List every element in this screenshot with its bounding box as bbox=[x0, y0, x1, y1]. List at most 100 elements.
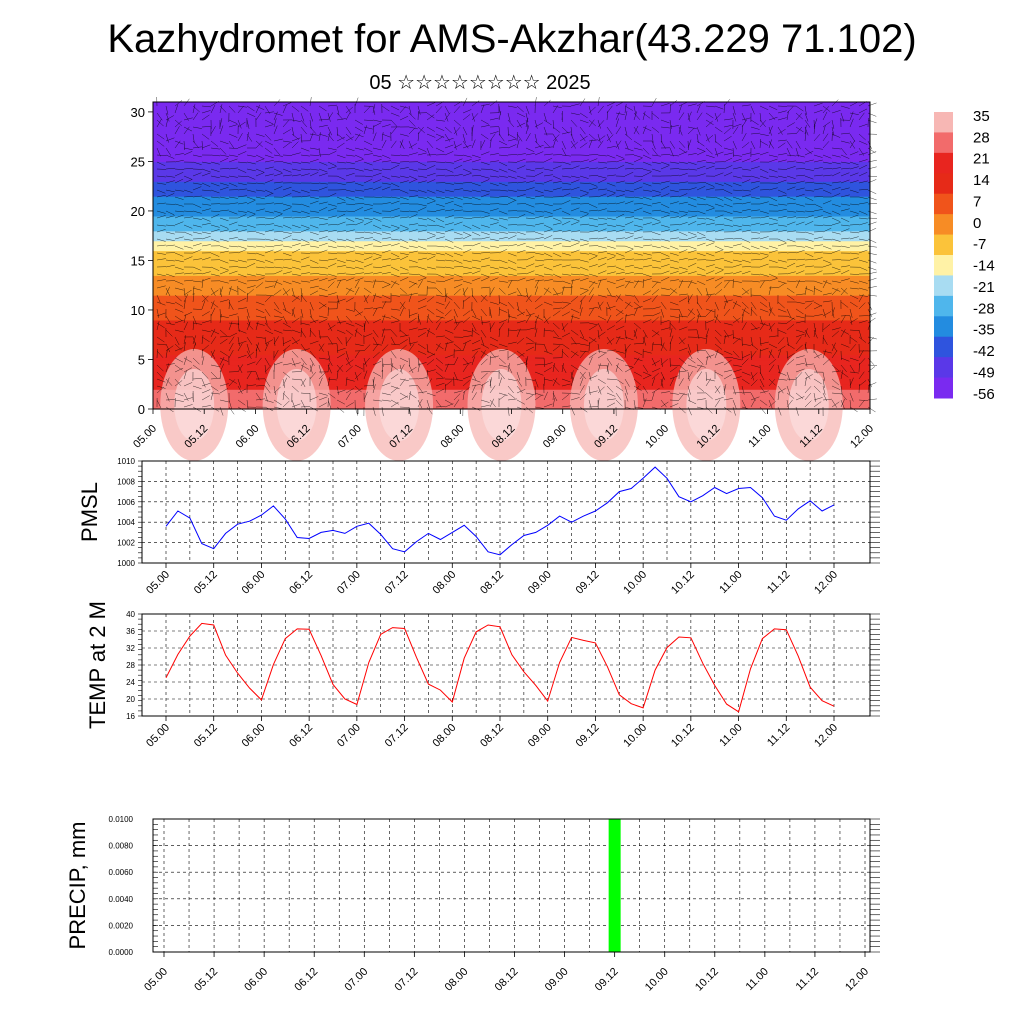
wind-arrow bbox=[759, 175, 769, 180]
wind-arrow bbox=[831, 307, 835, 317]
wind-arrow bbox=[714, 182, 724, 186]
wind-arrow bbox=[282, 345, 291, 352]
wind-arrow bbox=[678, 249, 688, 254]
wind-arrow bbox=[516, 385, 523, 394]
wind-arrow bbox=[237, 249, 247, 254]
temp-band bbox=[153, 230, 870, 237]
wind-arrow bbox=[840, 392, 847, 401]
wind-arrow bbox=[318, 132, 321, 142]
wind-arrow bbox=[318, 364, 322, 374]
wind-arrow bbox=[498, 328, 501, 338]
wind-arrow bbox=[669, 308, 680, 310]
wind-arrow bbox=[534, 167, 544, 170]
wind-arrow bbox=[579, 133, 586, 142]
wind-arrow bbox=[453, 356, 459, 366]
wind-arrow bbox=[867, 151, 877, 156]
wind-arrow bbox=[336, 347, 346, 352]
wind-arrow bbox=[453, 221, 463, 226]
y-minor-ticks bbox=[138, 460, 880, 564]
wind-arrow bbox=[408, 105, 412, 115]
wind-arrow bbox=[804, 343, 808, 353]
wind-arrow bbox=[831, 222, 841, 226]
wind-arrow bbox=[255, 259, 265, 263]
wind-arrow bbox=[732, 317, 741, 324]
wind-arrow bbox=[534, 392, 544, 397]
wind-arrow bbox=[363, 307, 373, 310]
wind-arrow bbox=[714, 266, 724, 270]
wind-arrow bbox=[813, 159, 823, 163]
wind-arrow bbox=[570, 242, 580, 247]
wind-arrow bbox=[525, 133, 531, 142]
wind-arrow bbox=[498, 273, 508, 278]
wind-arrow bbox=[174, 380, 183, 387]
wind-arrow bbox=[678, 378, 684, 387]
wind-arrow bbox=[777, 117, 787, 121]
wind-arrow bbox=[300, 147, 310, 152]
wind-arrow bbox=[849, 118, 854, 128]
colorbar-swatch bbox=[934, 193, 953, 215]
wind-arrow bbox=[615, 164, 625, 170]
wind-arrow bbox=[381, 231, 391, 235]
wind-arrow bbox=[399, 238, 409, 244]
y-tick-label: 0.0100 bbox=[109, 815, 134, 824]
wind-arrow bbox=[786, 287, 795, 294]
wind-arrow bbox=[813, 134, 821, 142]
wind-arrow bbox=[165, 189, 175, 193]
wind-arrow bbox=[201, 140, 204, 151]
x-tick-label: 08.12 bbox=[478, 569, 506, 597]
wind-arrow bbox=[633, 224, 643, 228]
wind-arrow bbox=[165, 115, 174, 121]
wind-arrow bbox=[660, 357, 663, 367]
wind-arrow bbox=[228, 406, 235, 415]
wind-arrow bbox=[714, 151, 724, 156]
wind-arrow bbox=[318, 119, 329, 121]
wind-arrow bbox=[201, 161, 211, 164]
wind-arrow bbox=[768, 187, 778, 191]
wind-arrow bbox=[237, 340, 247, 345]
wind-arrow bbox=[210, 289, 219, 296]
wind-arrow bbox=[183, 224, 193, 229]
wind-arrow bbox=[867, 210, 877, 215]
wind-arrow bbox=[534, 273, 544, 277]
wind-arrow bbox=[363, 280, 373, 283]
wind-arrow bbox=[372, 279, 376, 289]
wind-arrow bbox=[579, 135, 588, 142]
wind-arrow bbox=[192, 258, 202, 261]
wind-arrow bbox=[507, 138, 517, 142]
wind-arrow bbox=[732, 399, 737, 409]
wind-arrow bbox=[246, 384, 256, 387]
wind-arrow bbox=[534, 295, 542, 303]
wind-arrow bbox=[219, 147, 227, 155]
wind-arrow bbox=[804, 126, 809, 136]
wind-arrow bbox=[705, 135, 714, 142]
wind-arrow bbox=[462, 342, 467, 352]
wind-arrow bbox=[858, 180, 868, 184]
wind-arrow bbox=[219, 406, 224, 416]
wind-arrow bbox=[615, 308, 624, 315]
wind-arrow bbox=[165, 315, 171, 324]
wind-arrow bbox=[462, 168, 472, 173]
wind-arrow bbox=[462, 299, 465, 310]
wind-arrow bbox=[588, 209, 599, 212]
wind-arrow bbox=[651, 368, 661, 373]
wind-arrow bbox=[858, 329, 862, 339]
wind-arrow bbox=[543, 235, 553, 240]
wind-arrow bbox=[237, 280, 247, 285]
temp-band bbox=[153, 260, 870, 267]
wind-arrow bbox=[282, 315, 288, 325]
wind-arrow bbox=[354, 259, 364, 264]
wind-arrow bbox=[399, 245, 409, 250]
wind-arrow bbox=[660, 180, 670, 184]
wind-arrow bbox=[237, 238, 247, 242]
wind-arrow bbox=[183, 147, 193, 151]
wind-arrow bbox=[255, 141, 263, 149]
wind-arrow bbox=[723, 118, 733, 121]
wind-arrow bbox=[678, 313, 681, 324]
wind-arrow bbox=[750, 196, 760, 200]
wind-arrow bbox=[417, 257, 427, 261]
wind-arrow bbox=[759, 120, 767, 128]
wind-arrow bbox=[291, 243, 301, 247]
x-tick-label: 10.12 bbox=[693, 966, 721, 994]
wind-arrow bbox=[750, 140, 756, 150]
wind-arrow bbox=[336, 161, 346, 164]
